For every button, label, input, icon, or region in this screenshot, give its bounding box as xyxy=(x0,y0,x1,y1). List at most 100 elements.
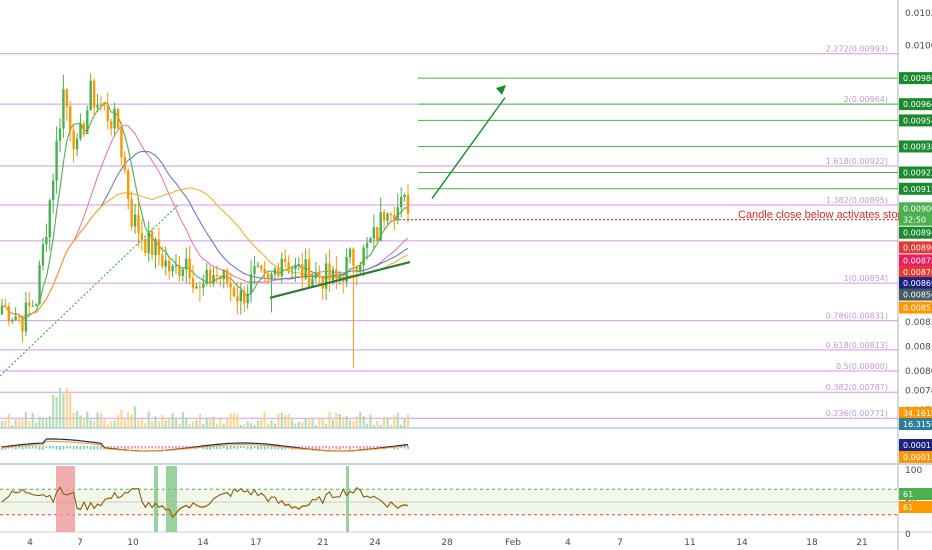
fib-label: 0.236(0.00771) xyxy=(826,409,888,418)
macd-histogram-bar xyxy=(253,446,256,449)
volume-bar xyxy=(277,413,280,428)
drawings[interactable] xyxy=(0,85,898,377)
fib-label: 2(0.00964) xyxy=(844,95,888,104)
candle-body xyxy=(120,128,123,158)
volume-bar xyxy=(72,412,75,428)
volume-bar xyxy=(352,421,355,428)
candle-body xyxy=(256,265,260,267)
candle-body xyxy=(198,286,202,288)
volume-bar xyxy=(280,412,283,428)
candle-body xyxy=(21,316,24,332)
rsi-pane xyxy=(0,466,898,532)
price-tag: 0.00894 xyxy=(903,229,932,238)
candle-body xyxy=(164,260,167,267)
candle-body xyxy=(38,265,41,305)
price-tick-label: 0.00788 xyxy=(905,387,932,397)
volume-bar xyxy=(379,424,382,428)
candle-body xyxy=(178,264,181,276)
ma-long-line xyxy=(1,150,409,318)
volume-bar xyxy=(284,414,287,428)
macd-histogram-bar xyxy=(35,446,38,449)
macd-tag-bg xyxy=(899,439,932,451)
volume-bar xyxy=(99,413,103,428)
candle-body xyxy=(123,157,127,171)
candle-body xyxy=(232,287,236,297)
macd-histogram-bar xyxy=(362,446,365,450)
volume-bar xyxy=(21,418,24,428)
macd-histogram-bar xyxy=(89,446,92,450)
macd-histogram-bar xyxy=(229,446,232,450)
time-tick-label: 4 xyxy=(565,538,571,548)
candle-body xyxy=(318,272,321,278)
candle-body xyxy=(379,212,382,241)
volume-bar xyxy=(116,414,120,428)
price-tick-label: 0.01000 xyxy=(905,42,932,52)
volume-bar xyxy=(86,411,89,428)
candle-body xyxy=(7,306,11,322)
macd-histogram-bar xyxy=(151,446,154,449)
volume-bar xyxy=(348,419,352,428)
macd-histogram-bar xyxy=(250,446,252,450)
fib-label: 0.5(0.00800) xyxy=(836,362,888,371)
volume-bar xyxy=(93,421,96,428)
candle-body xyxy=(55,140,58,181)
macd-histogram-bar xyxy=(274,446,276,450)
time-tick-label: 7 xyxy=(77,538,83,548)
candle-body xyxy=(154,239,157,256)
candle-body xyxy=(191,278,195,289)
candle-body xyxy=(69,106,72,131)
rsi-line xyxy=(1,486,409,519)
macd-histogram-bar xyxy=(376,446,379,450)
macd-histogram-bar xyxy=(164,446,167,449)
macd-histogram-bar xyxy=(137,446,140,449)
price-tag: 0.00954 xyxy=(903,116,932,125)
candle-body xyxy=(246,293,249,304)
candle-body xyxy=(34,304,38,306)
macd-histogram-bar xyxy=(205,446,208,450)
candle-body xyxy=(263,269,266,274)
volume-bar xyxy=(106,423,109,428)
volume-bar xyxy=(31,412,34,428)
time-axis[interactable]: 4 7 10 14 17 21 24 28 Feb 4 7 11 14 18 21 xyxy=(27,538,868,548)
ma-short-line xyxy=(1,101,409,320)
candle-body xyxy=(0,306,4,315)
volume-bar xyxy=(178,423,181,428)
volume-bar xyxy=(246,420,249,428)
volume-bar xyxy=(171,413,174,428)
volume-bar xyxy=(403,417,406,428)
volume-bar xyxy=(383,416,386,428)
rsi-tick-label: 100 xyxy=(905,466,922,476)
macd-histogram-bar xyxy=(233,446,235,449)
candle-body xyxy=(243,290,246,304)
volume-bar xyxy=(236,414,239,428)
candle-body xyxy=(167,260,171,272)
candle-body xyxy=(130,199,133,227)
moving-averages xyxy=(1,101,409,320)
macd-histogram-bar xyxy=(62,446,65,450)
macd-histogram-bar xyxy=(260,446,263,450)
macd-histogram-bar xyxy=(134,446,136,449)
candle-body xyxy=(314,272,318,279)
fib-label: 1(0.00854) xyxy=(844,274,888,283)
time-tick-label: 4 xyxy=(27,538,33,548)
candle-body xyxy=(181,269,185,276)
time-tick-label: 14 xyxy=(197,538,209,548)
candle-body xyxy=(89,81,92,111)
candle-body xyxy=(365,242,369,248)
volume-bar xyxy=(400,424,403,428)
candle-body xyxy=(359,265,362,272)
candle-body xyxy=(58,128,62,141)
candle-body xyxy=(270,274,273,280)
price-tag: 0.00922 xyxy=(903,169,932,178)
volume-bar xyxy=(253,424,256,428)
volume-bar xyxy=(226,418,229,428)
candle-body xyxy=(113,108,116,129)
macd-histogram-bar xyxy=(379,446,382,449)
volume-bar xyxy=(127,412,130,428)
macd-histogram-bar xyxy=(209,446,212,450)
candle-body xyxy=(157,239,161,255)
target-arrow-line xyxy=(431,97,506,199)
volume-bar xyxy=(174,417,178,428)
